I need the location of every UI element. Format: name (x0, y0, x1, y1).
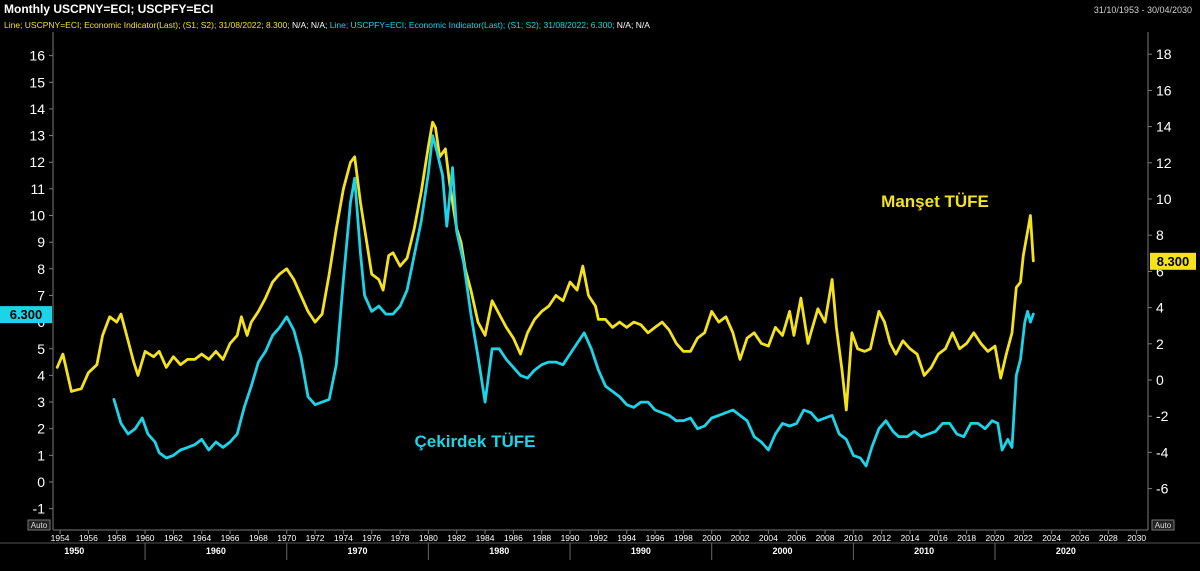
right-tick-label: 18 (1156, 46, 1172, 62)
left-tick-label: 11 (30, 181, 45, 197)
x-tick-label: 1972 (306, 533, 325, 543)
decade-label: 2010 (914, 546, 934, 556)
legend-headline-na: N/A; N/A; (289, 20, 328, 30)
x-tick-label: 1964 (192, 533, 211, 543)
right-tick-label: 2 (1156, 336, 1164, 352)
x-tick-label: 1970 (277, 533, 296, 543)
left-tick-label: 10 (29, 208, 45, 224)
left-tick-label: 9 (37, 234, 45, 250)
right-tick-label: 14 (1156, 119, 1172, 135)
left-tick-label: 14 (29, 101, 45, 117)
right-tick-label: 8 (1156, 227, 1164, 243)
right-auto-label: Auto (1155, 521, 1172, 530)
x-tick-label: 2016 (929, 533, 948, 543)
legend: Line; USCPNY=ECI; Economic Indicator(Las… (4, 20, 650, 30)
x-tick-label: 1984 (476, 533, 495, 543)
headline-last-value: 8.300 (1157, 254, 1190, 269)
right-tick-label: -6 (1156, 481, 1169, 497)
left-tick-label: 1 (37, 447, 45, 463)
x-tick-label: 2026 (1071, 533, 1090, 543)
decade-label: 1960 (206, 546, 226, 556)
right-tick-label: 12 (1156, 155, 1172, 171)
legend-headline: Line; USCPNY=ECI; Economic Indicator(Las… (4, 20, 290, 30)
x-tick-label: 1988 (532, 533, 551, 543)
headline-last-value-badge (1150, 252, 1196, 270)
left-tick-label: 0 (37, 474, 45, 490)
date-range: 31/10/1953 - 30/04/2030 (1093, 5, 1192, 15)
core-annotation: Çekirdek TÜFE (415, 432, 536, 451)
x-tick-label: 2014 (901, 533, 920, 543)
left-tick-label: 16 (29, 48, 45, 64)
decade-label: 2000 (773, 546, 793, 556)
headline-annotation: Manşet TÜFE (881, 192, 989, 211)
right-tick-label: -4 (1156, 444, 1169, 460)
x-tick-label: 1976 (362, 533, 381, 543)
right-auto-button (1151, 519, 1175, 531)
legend-core-na: N/A; N/A (614, 20, 650, 30)
left-tick-label: 13 (29, 128, 45, 144)
right-tick-label: 4 (1156, 300, 1164, 316)
headline-cpi-line (55, 120, 1035, 412)
x-tick-label: 1982 (447, 533, 466, 543)
legend-core: Line; USCPFY=ECI; Economic Indicator(Las… (327, 20, 615, 30)
core-last-value-badge (0, 306, 52, 324)
core-cpi-line (112, 134, 1035, 468)
left-tick-label: 4 (37, 367, 45, 383)
x-tick-label: 1996 (646, 533, 665, 543)
x-tick-label: 1980 (419, 533, 438, 543)
x-tick-label: 1990 (561, 533, 580, 543)
x-tick-label: 2008 (816, 533, 835, 543)
left-auto-button (27, 519, 51, 531)
x-tick-label: 2030 (1127, 533, 1146, 543)
x-tick-label: 2012 (872, 533, 891, 543)
right-tick-label: 0 (1156, 372, 1164, 388)
x-tick-label: 2006 (787, 533, 806, 543)
left-tick-label: 12 (29, 154, 45, 170)
x-tick-label: 1966 (221, 533, 240, 543)
x-tick-label: 1956 (79, 533, 98, 543)
x-tick-label: 1968 (249, 533, 268, 543)
x-tick-label: 1960 (136, 533, 155, 543)
x-tick-label: 2010 (844, 533, 863, 543)
right-tick-label: 10 (1156, 191, 1172, 207)
x-tick-label: 1994 (617, 533, 636, 543)
left-tick-label: 15 (29, 74, 45, 90)
chart-title: Monthly USCPNY=ECI; USCPFY=ECI (4, 2, 214, 16)
decade-label: 1990 (631, 546, 651, 556)
right-tick-label: 16 (1156, 82, 1172, 98)
decade-label: 1980 (489, 546, 509, 556)
left-tick-label: 8 (37, 261, 45, 277)
left-tick-label: 5 (37, 341, 45, 357)
left-auto-label: Auto (31, 521, 48, 530)
left-tick-label: 7 (37, 287, 45, 303)
decade-label: 2020 (1056, 546, 1076, 556)
x-tick-label: 1992 (589, 533, 608, 543)
x-tick-label: 1978 (391, 533, 410, 543)
x-tick-label: 2018 (957, 533, 976, 543)
x-tick-label: 1958 (107, 533, 126, 543)
chart-header (0, 0, 1200, 18)
x-tick-label: 2028 (1099, 533, 1118, 543)
x-tick-label: 2020 (986, 533, 1005, 543)
x-tick-label: 1954 (51, 533, 70, 543)
core-last-value: 6.300 (10, 307, 43, 322)
x-tick-label: 2002 (731, 533, 750, 543)
x-tick-label: 1998 (674, 533, 693, 543)
x-tick-label: 2022 (1014, 533, 1033, 543)
x-tick-label: 1962 (164, 533, 183, 543)
left-tick-label: 2 (37, 421, 45, 437)
x-tick-label: 2004 (759, 533, 778, 543)
decade-label: 1950 (64, 546, 84, 556)
decade-label: 1970 (348, 546, 368, 556)
right-tick-label: -2 (1156, 408, 1169, 424)
x-tick-label: 1986 (504, 533, 523, 543)
left-tick-label: 3 (37, 394, 45, 410)
left-tick-label: -1 (33, 501, 46, 517)
x-tick-label: 1974 (334, 533, 353, 543)
right-tick-label: 6 (1156, 263, 1164, 279)
x-tick-label: 2024 (1042, 533, 1061, 543)
x-tick-label: 2000 (702, 533, 721, 543)
